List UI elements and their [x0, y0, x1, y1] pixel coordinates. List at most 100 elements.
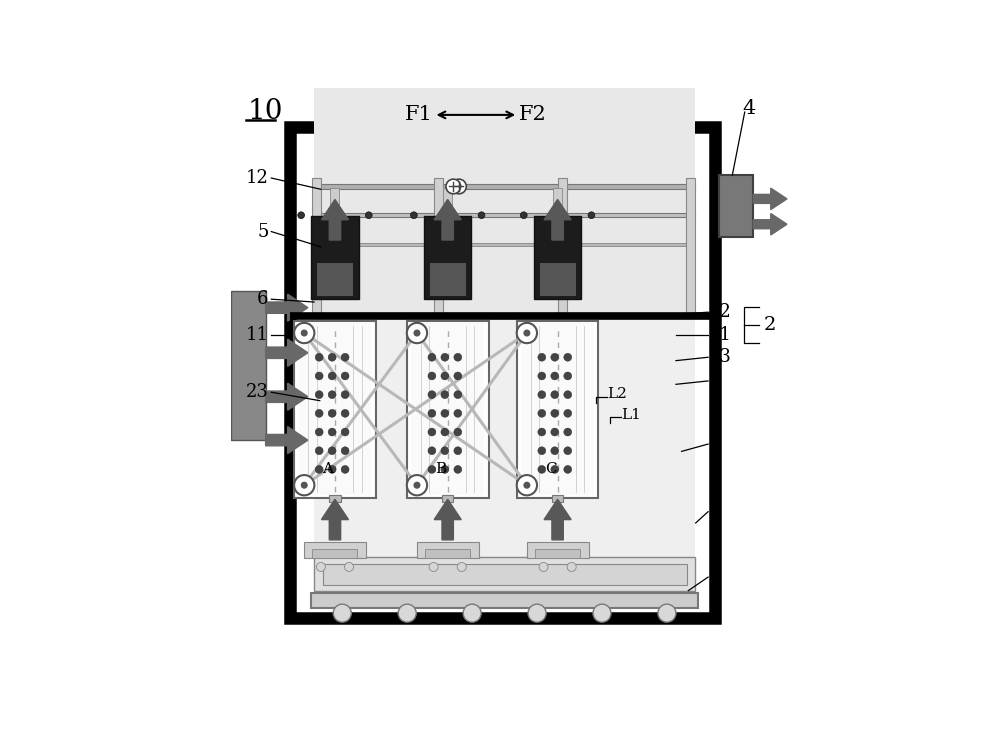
Circle shape: [538, 409, 546, 417]
Bar: [314, 316, 695, 597]
Circle shape: [328, 391, 336, 399]
Circle shape: [328, 447, 336, 455]
Bar: [411, 324, 484, 495]
Circle shape: [441, 391, 449, 399]
Text: A: A: [322, 463, 333, 477]
Circle shape: [567, 562, 576, 572]
Bar: [329, 496, 341, 502]
Circle shape: [463, 604, 481, 622]
Circle shape: [328, 372, 336, 380]
Circle shape: [328, 428, 336, 436]
Circle shape: [564, 372, 572, 380]
Text: 3: 3: [709, 568, 720, 586]
Circle shape: [538, 428, 546, 436]
Circle shape: [454, 409, 462, 417]
Text: 7: 7: [709, 503, 720, 520]
Bar: [534, 216, 581, 299]
Circle shape: [454, 372, 462, 380]
Text: F2: F2: [519, 105, 547, 124]
Bar: [314, 184, 695, 190]
Bar: [558, 178, 567, 316]
Bar: [314, 213, 695, 217]
Circle shape: [428, 391, 436, 399]
Circle shape: [341, 409, 349, 417]
Circle shape: [593, 604, 611, 622]
Circle shape: [538, 354, 546, 361]
Circle shape: [452, 179, 466, 194]
Polygon shape: [544, 199, 571, 240]
Circle shape: [341, 447, 349, 455]
Circle shape: [524, 330, 530, 336]
Bar: [535, 550, 580, 558]
Circle shape: [524, 482, 530, 488]
Bar: [417, 542, 479, 558]
Circle shape: [441, 409, 449, 417]
Circle shape: [454, 447, 462, 455]
Circle shape: [407, 323, 427, 343]
Circle shape: [551, 354, 559, 361]
Text: 5: 5: [257, 223, 268, 241]
Polygon shape: [321, 199, 348, 240]
Circle shape: [551, 391, 559, 399]
Circle shape: [564, 447, 572, 455]
Bar: [294, 321, 376, 498]
Circle shape: [441, 428, 449, 436]
Circle shape: [315, 372, 323, 380]
Text: 10: 10: [248, 98, 283, 125]
Circle shape: [441, 466, 449, 474]
Circle shape: [454, 354, 462, 361]
Circle shape: [316, 562, 325, 572]
Text: 12: 12: [246, 169, 268, 187]
Bar: [231, 291, 266, 440]
Circle shape: [551, 466, 559, 474]
Bar: [311, 216, 359, 299]
Circle shape: [315, 466, 323, 474]
Circle shape: [551, 372, 559, 380]
Circle shape: [428, 447, 436, 455]
Bar: [330, 187, 339, 216]
Circle shape: [517, 323, 537, 343]
Polygon shape: [321, 499, 348, 540]
Circle shape: [301, 482, 307, 488]
Circle shape: [538, 466, 546, 474]
Bar: [311, 594, 698, 608]
Circle shape: [538, 391, 546, 399]
Text: 21: 21: [709, 326, 732, 344]
Circle shape: [428, 372, 436, 380]
Polygon shape: [434, 499, 461, 540]
Circle shape: [428, 354, 436, 361]
Text: B: B: [435, 463, 446, 477]
Circle shape: [414, 482, 420, 488]
Circle shape: [341, 428, 349, 436]
Bar: [323, 564, 687, 585]
Polygon shape: [753, 188, 787, 209]
Circle shape: [315, 354, 323, 361]
Text: 6: 6: [257, 290, 268, 308]
Circle shape: [341, 372, 349, 380]
Circle shape: [551, 409, 559, 417]
Circle shape: [564, 409, 572, 417]
Circle shape: [441, 354, 449, 361]
Circle shape: [407, 475, 427, 496]
Bar: [434, 178, 443, 316]
Polygon shape: [434, 199, 461, 240]
Text: 4: 4: [742, 100, 755, 118]
Circle shape: [341, 466, 349, 474]
Circle shape: [333, 604, 351, 622]
Circle shape: [551, 447, 559, 455]
Bar: [521, 324, 594, 495]
Circle shape: [564, 354, 572, 361]
Text: 2: 2: [763, 315, 776, 334]
Bar: [407, 321, 489, 498]
Bar: [430, 263, 466, 296]
Polygon shape: [544, 499, 571, 540]
Bar: [299, 324, 371, 495]
Circle shape: [441, 447, 449, 455]
Polygon shape: [266, 427, 308, 454]
Circle shape: [315, 428, 323, 436]
Bar: [443, 187, 452, 216]
Circle shape: [301, 330, 307, 336]
Circle shape: [414, 330, 420, 336]
Text: 23: 23: [246, 384, 268, 401]
Polygon shape: [753, 214, 787, 235]
